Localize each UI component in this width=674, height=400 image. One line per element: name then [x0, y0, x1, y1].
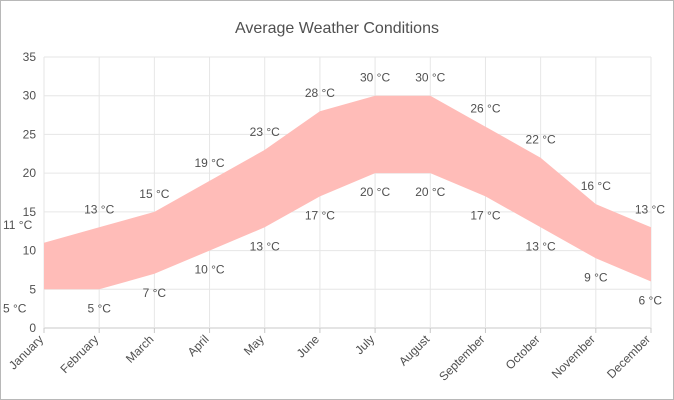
x-tick-label: September [436, 332, 487, 383]
high-data-label: 13 °C [84, 202, 114, 216]
high-data-label: 30 °C [360, 71, 390, 85]
range-series [44, 95, 651, 290]
low-data-label: 10 °C [194, 263, 224, 277]
x-tick-label: July [352, 332, 377, 357]
low-data-label: 17 °C [470, 208, 500, 222]
x-tick-label: May [241, 332, 267, 358]
x-tick-label: August [396, 332, 433, 369]
low-data-label: 13 °C [526, 239, 556, 253]
high-data-label: 26 °C [470, 102, 500, 116]
low-data-label: 7 °C [143, 286, 167, 300]
low-data-label: 20 °C [415, 185, 445, 199]
y-tick-label: 20 [23, 166, 37, 180]
y-tick-label: 10 [23, 244, 37, 258]
x-tick-label: June [294, 332, 323, 361]
y-tick-label: 35 [23, 50, 37, 64]
high-data-label: 22 °C [526, 133, 556, 147]
data-labels: 11 °C 13 °C 15 °C 19 °C 23 °C 28 °C 30 °C 30 °C… [3, 71, 665, 316]
range-area [44, 95, 651, 290]
low-data-label: 6 °C [639, 294, 663, 308]
high-data-label: 28 °C [305, 86, 335, 100]
y-tick-label: 30 [23, 89, 37, 103]
high-data-label: 23 °C [250, 125, 280, 139]
high-data-label: 13 °C [635, 202, 665, 216]
low-data-label: 5 °C [3, 301, 27, 315]
y-tick-label: 25 [23, 127, 37, 141]
high-data-label: 19 °C [194, 156, 224, 170]
x-tick-label: November [549, 332, 598, 381]
y-tick-label: 0 [29, 321, 36, 335]
x-tick-label: December [604, 332, 653, 381]
low-data-label: 17 °C [305, 208, 335, 222]
high-data-label: 11 °C [3, 218, 33, 232]
low-data-label: 9 °C [584, 270, 608, 284]
y-tick-label: 15 [23, 205, 37, 219]
x-tick-label: March [123, 332, 156, 365]
high-data-label: 15 °C [139, 187, 169, 201]
x-tick-label: February [57, 332, 101, 376]
low-data-label: 20 °C [360, 185, 390, 199]
low-data-label: 13 °C [250, 239, 280, 253]
y-tick-label: 5 [29, 282, 36, 296]
low-data-label: 5 °C [87, 301, 111, 315]
high-data-label: 16 °C [581, 179, 611, 193]
x-tick-label: January [6, 332, 46, 372]
high-data-label: 30 °C [415, 71, 445, 85]
x-tick-label: April [185, 332, 212, 359]
chart-title: Average Weather Conditions [235, 20, 439, 37]
x-tick-label: October [503, 332, 543, 372]
